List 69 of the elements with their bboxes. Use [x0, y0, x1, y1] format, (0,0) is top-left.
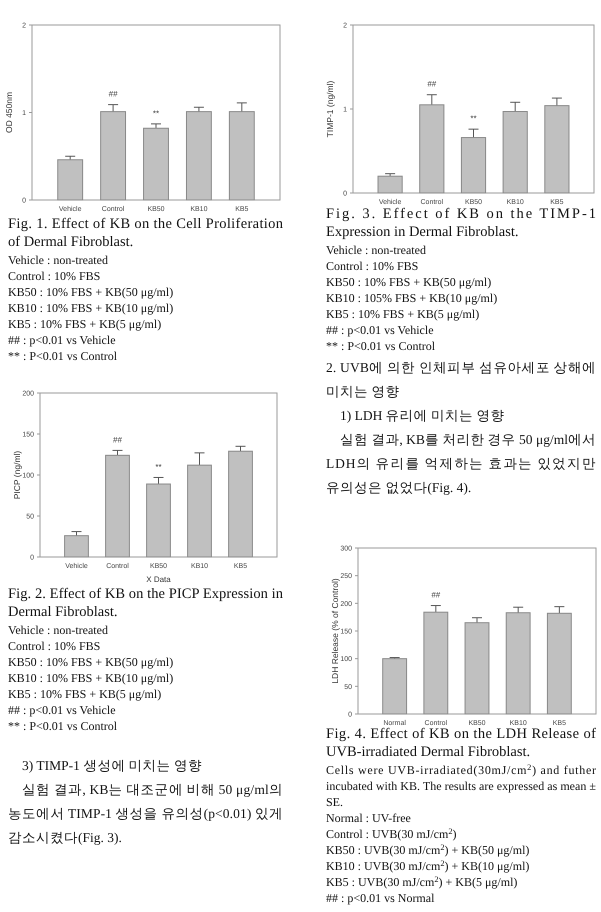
bar [419, 104, 444, 194]
text: ## : p<0.01 vs Vehicle [326, 323, 434, 337]
text: KB50 : UVB(30 mJ/cm$^{2}$) + KB(50 μg/ml) [326, 842, 530, 857]
text: KB10 : 10% FBS + KB(10 μg/ml) [8, 671, 174, 685]
bar [228, 111, 255, 200]
text: KB50 : 10% FBS + KB(50 μg/ml) [326, 275, 492, 289]
text: 1) LDH 유리에 미치는 영향 [340, 408, 504, 423]
text: Control : 10% FBS [326, 259, 418, 273]
text: ** : P<0.01 vs Control [8, 719, 118, 733]
annotation: ## [108, 90, 118, 99]
text: KB5 : 10% FBS + KB(5 μg/ml) [326, 307, 480, 321]
text: KB5 : 10% FBS + KB(5 μg/ml) [8, 317, 162, 331]
bar [57, 159, 84, 200]
bar [64, 535, 89, 558]
bar [546, 612, 572, 714]
text: KB50 : 10% FBS + KB(50 μg/ml) [8, 655, 174, 669]
text: Control : 10% FBS [8, 269, 100, 283]
text: Normal : UV-free [326, 811, 411, 825]
bar [143, 128, 169, 200]
bar [502, 111, 528, 194]
bar [105, 454, 130, 558]
text: Fig. 1. Effect of KB on the Cell Proliferation of Dermal Fibroblast. [8, 216, 284, 250]
annotation: ** [470, 114, 477, 124]
annotation: ** [155, 462, 162, 472]
annotation: ** [152, 108, 160, 118]
text: KB50 : 10% FBS + KB(50 μg/ml) [8, 285, 174, 299]
text: ## : p<0.01 vs Vehicle [8, 333, 116, 347]
text: Fig. 4. Effect of KB on the LDH Release of UVB-irradiated Dermal Fibroblast. [326, 726, 596, 760]
text: KB10 : 10% FBS + KB(10 μg/ml) [8, 301, 174, 315]
bar [187, 464, 212, 558]
text: Control : 10% FBS [8, 639, 100, 653]
bar [100, 111, 126, 200]
text: ** : P<0.01 vs Control [326, 339, 436, 353]
bar [460, 137, 486, 194]
bar [146, 484, 171, 558]
text: Vehicle : non-treated [326, 243, 426, 257]
text: ## : p<0.01 vs Normal [326, 891, 436, 905]
text: 실험 결과, KB는 대조군에 비해 50 μg/ml의 농도에서 TIMP-1 생성을 유의성(p<0.01) 있게 감소시켰다(Fig. 3). [8, 782, 283, 845]
bar [506, 612, 531, 714]
text: Control : UVB(30 mJ/cm$^{2}$) [326, 826, 457, 841]
text: ## : p<0.01 vs Vehicle [8, 703, 116, 717]
bar [378, 176, 403, 194]
bar [382, 658, 408, 714]
text: ** : P<0.01 vs Control [8, 349, 118, 363]
text: KB5 : UVB(30 mJ/cm$^{2}$) + KB(5 μg/ml) [326, 874, 518, 889]
bar [186, 111, 212, 200]
bar [544, 105, 570, 194]
text: Cells were UVB-irradiated(30mJ/cm$^{2}$) and futher incubated with KB. The results are expressed as mean ± SE. [326, 762, 596, 809]
text: 실험 결과, KB를 처리한 경우 50 μg/ml에서 LDH의 유리를 억제하는 효과는 있었지만 유의성은 없었다(Fig. 4). [326, 432, 596, 495]
annotation: ## [113, 435, 122, 444]
bar [423, 612, 448, 714]
text: 2. UVB에 의한 인체피부 섬유아세포 상해에 미치는 영향 [326, 360, 596, 399]
y-axis-title: TIMP-1 (ng/ml) [325, 80, 335, 138]
text: 3) TIMP-1 생성에 미치는 영향 [22, 758, 202, 773]
x-axis-title: X Data [146, 575, 172, 584]
text: Vehicle : non-treated [8, 253, 108, 267]
text: Fig. 3. Effect of KB on the TIMP-1 Expression in Dermal Fibroblast. [326, 206, 596, 240]
annotation: ## [431, 590, 441, 600]
bar [464, 622, 490, 714]
bar [228, 450, 253, 558]
text: KB10 : 105% FBS + KB(10 μg/ml) [326, 291, 498, 305]
text: Fig. 2. Effect of KB on the PICP Expression in Dermal Fibroblast. [8, 586, 284, 620]
annotation: ## [427, 80, 437, 89]
text: Vehicle : non-treated [8, 623, 108, 637]
y-axis-title: OD 450nm [4, 92, 14, 134]
text: KB10 : UVB(30 mJ/cm$^{2}$) + KB(10 μg/ml) [326, 858, 530, 873]
y-axis-title: PICP (ng/ml) [12, 450, 22, 500]
y-axis-title: LDH Release (% of Control) [330, 578, 340, 684]
text: KB5 : 10% FBS + KB(5 μg/ml) [8, 687, 162, 701]
